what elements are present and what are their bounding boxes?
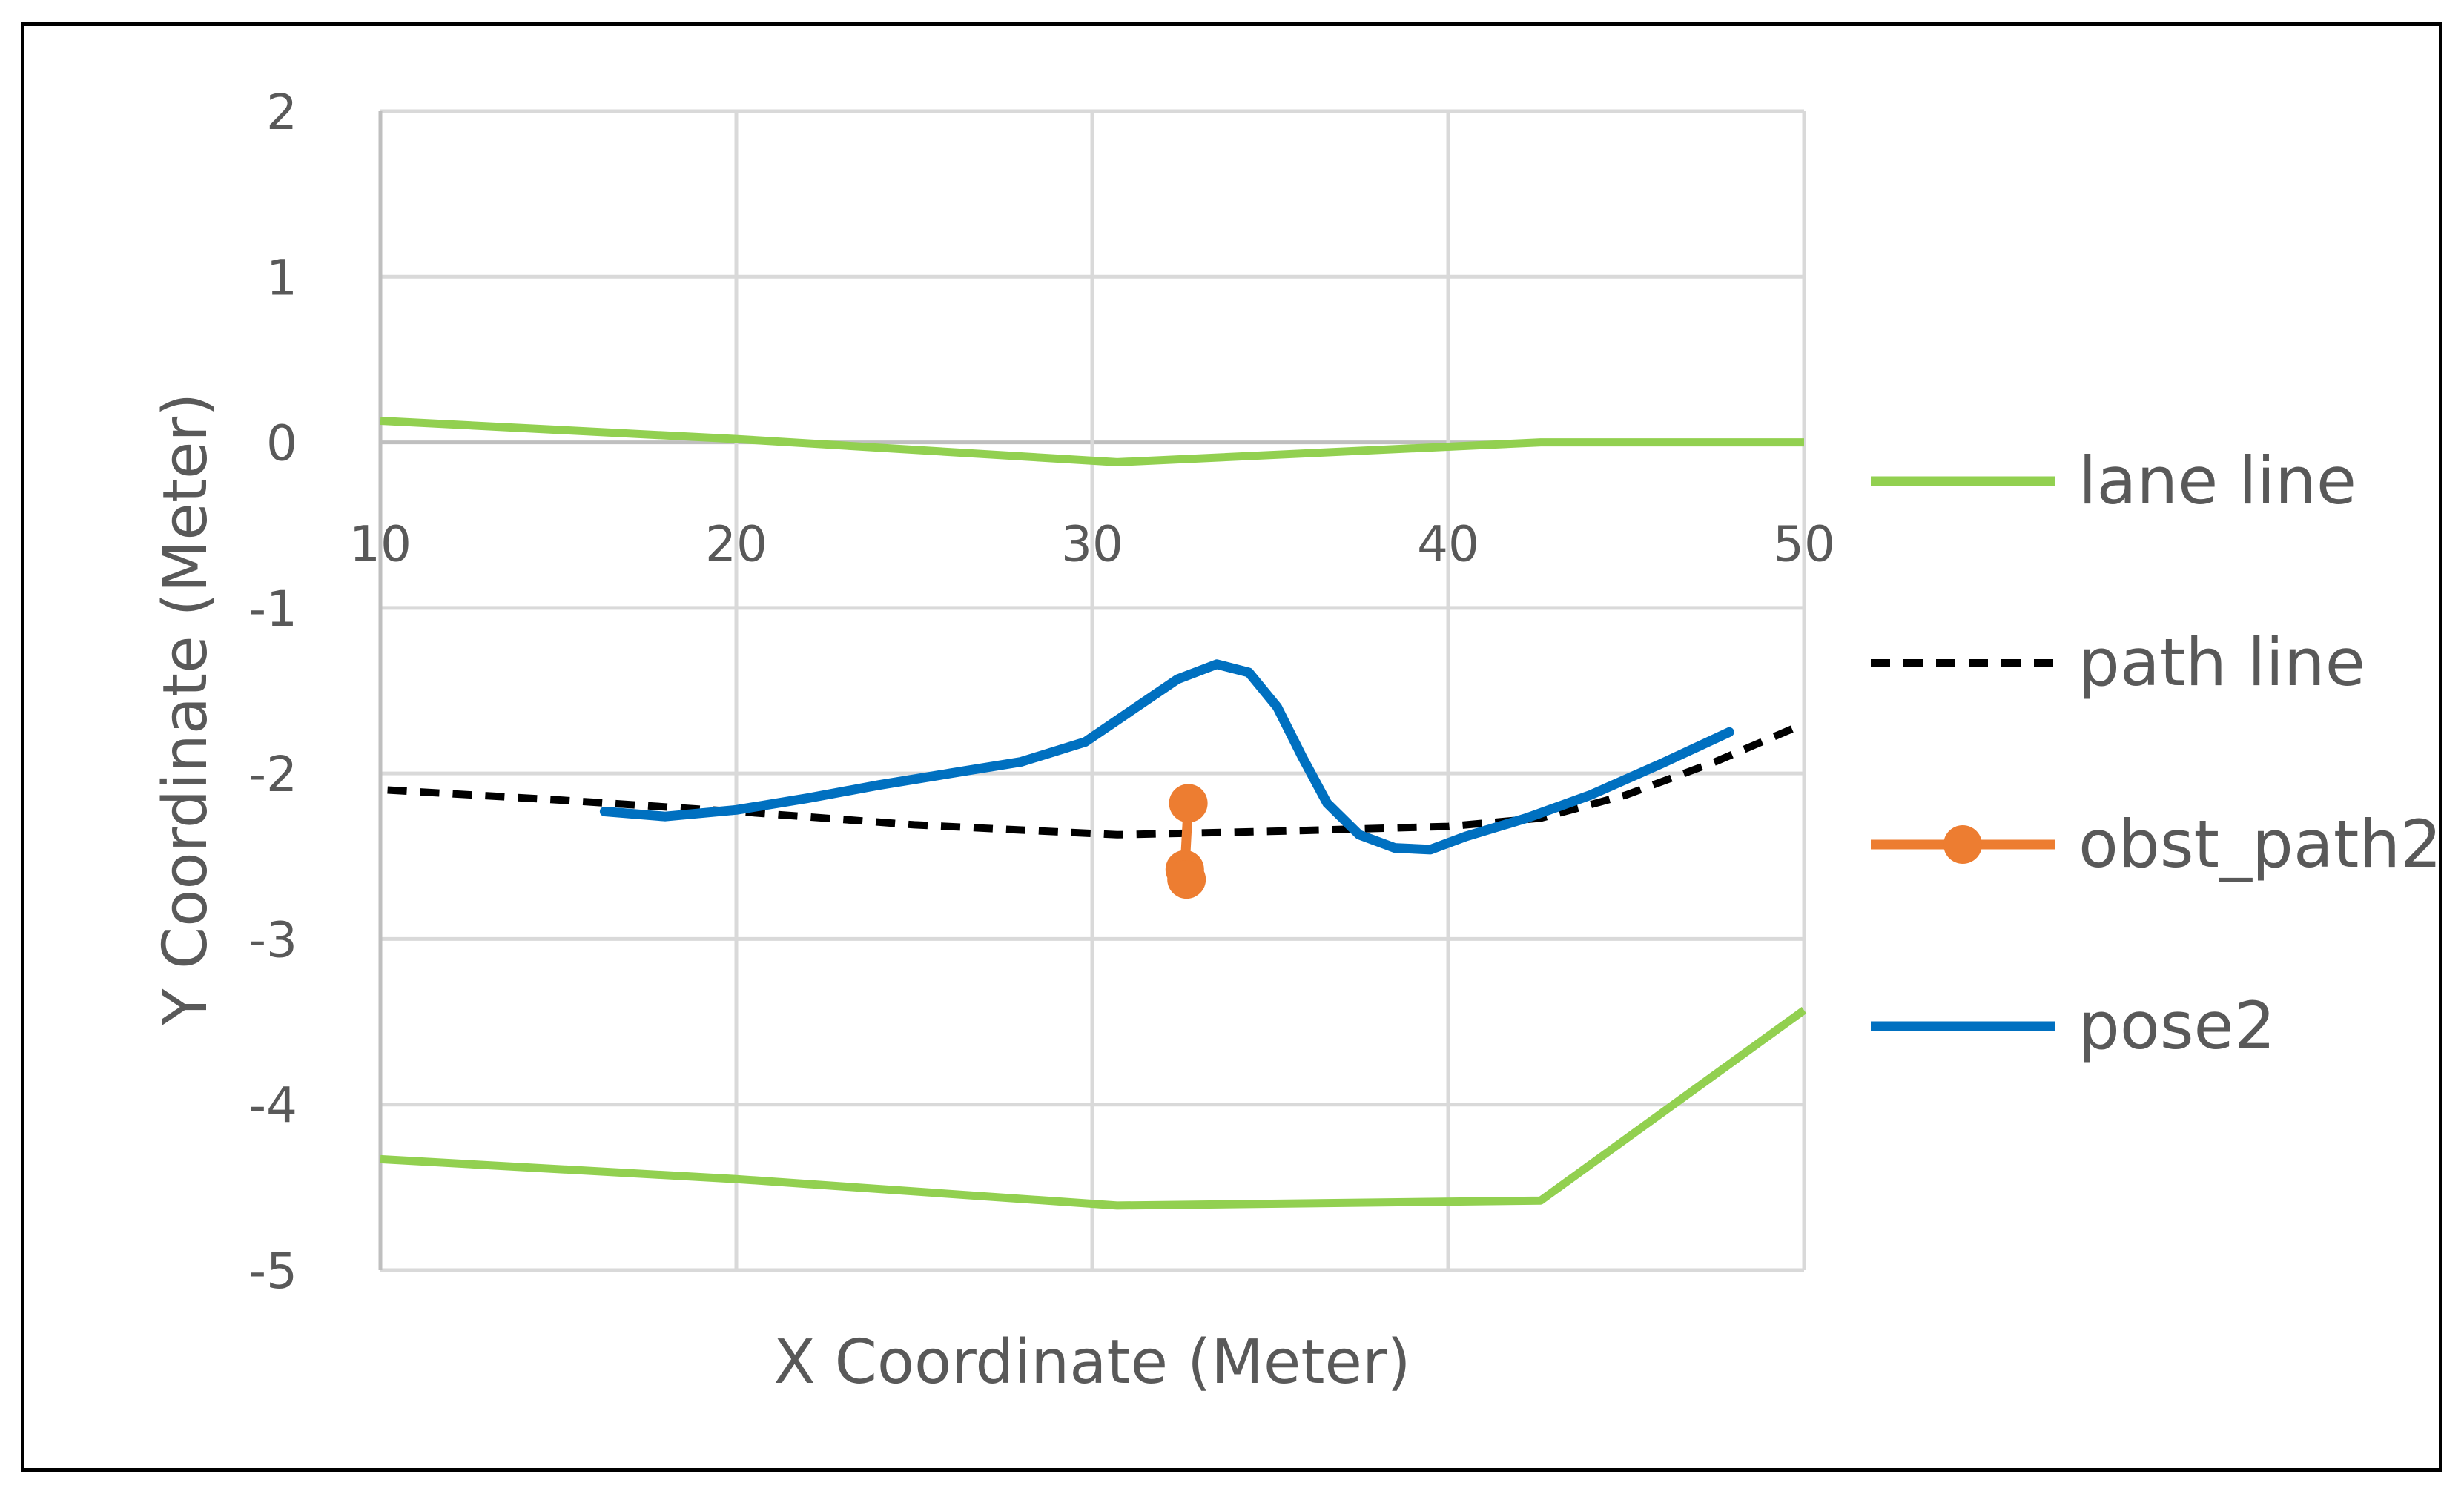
series-pose2: [599, 659, 1734, 855]
y-tick-label: 1: [266, 249, 297, 306]
chart-frame: 2 1 0 -1 -2 -3 -4 -5 10 20 30 40 50 X Coordinate (Me…: [21, 22, 2442, 1472]
x-tick-label: 30: [1061, 516, 1123, 573]
y-tick-label: 2: [266, 84, 297, 141]
grid-layer: [378, 109, 1806, 1272]
y-tick-label: -2: [248, 746, 297, 803]
legend-label-pose2: pose2: [2078, 988, 2276, 1064]
x-tick-label: 10: [349, 516, 412, 573]
legend-item-pose2: pose2: [1871, 988, 2276, 1064]
series-obst-path2: [1165, 784, 1208, 899]
legend-marker-obst-path2: [1943, 825, 1982, 864]
legend-item-obst-path2: obst_path2: [1871, 806, 2439, 882]
tick-layer: 210-1-2-3-4-510 20 30 40 50: [248, 84, 1835, 1300]
x-axis-title: X Coordinate (Meter): [773, 1327, 1410, 1398]
legend: lane line path line obst_path2 pose2: [1871, 443, 2439, 1064]
legend-label-obst-path2: obst_path2: [2078, 806, 2439, 882]
x-tick-label: 40: [1417, 516, 1479, 573]
chart-svg: 210-1-2-3-4-510 20 30 40 50 X Coordinate (Me…: [151, 84, 2439, 1398]
legend-label-lane-line: lane line: [2078, 443, 2356, 519]
y-tick-label: -5: [248, 1243, 297, 1300]
series-line-lane-line: [380, 1006, 1807, 1210]
x-tick-label: 20: [705, 516, 767, 573]
legend-item-path-line: path line: [1871, 624, 2365, 701]
y-tick-label: -4: [248, 1077, 297, 1134]
y-axis-title: Y Coordinate (Meter): [151, 393, 221, 1026]
y-tick-label: 0: [266, 415, 297, 472]
series-line-pose2: [599, 659, 1734, 855]
x-tick-label: 50: [1773, 516, 1835, 573]
y-tick-label: -1: [248, 581, 297, 638]
series-lane-line: [380, 417, 1807, 1210]
legend-label-path-line: path line: [2078, 624, 2365, 701]
series-layer: [380, 417, 1807, 1210]
data-point-obst-path2: [1169, 784, 1208, 823]
data-point-obst-path2: [1167, 860, 1206, 899]
series-path-line: [387, 720, 1806, 839]
series-line-lane-line: [380, 417, 1804, 466]
legend-item-lane-line: lane line: [1871, 443, 2356, 519]
y-tick-label: -3: [248, 911, 297, 968]
series-line-path-line: [387, 720, 1806, 839]
